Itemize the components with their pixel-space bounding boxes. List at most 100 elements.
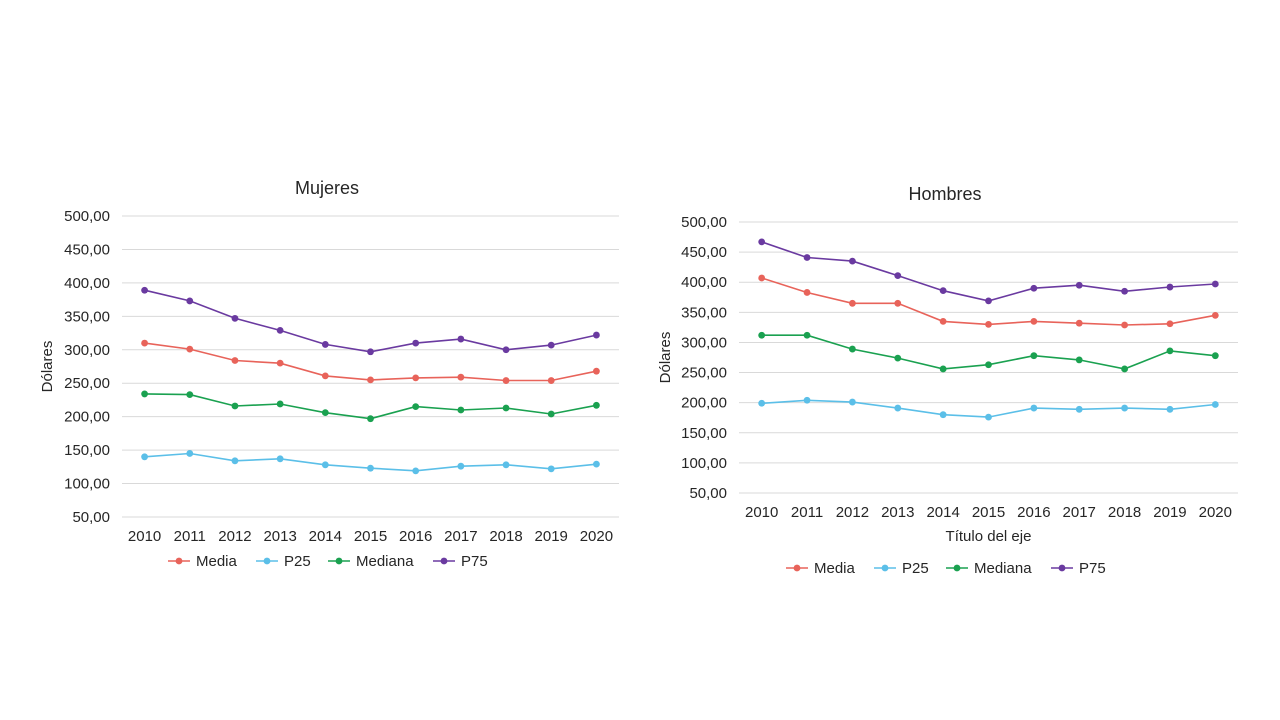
series-line-p75 — [761, 241, 1216, 302]
data-point-p25 — [547, 465, 555, 473]
data-point-p25 — [231, 457, 239, 465]
x-tick-label: 2020 — [1199, 504, 1232, 521]
data-point-mediana — [593, 401, 600, 409]
data-point-p25 — [894, 404, 902, 412]
y-tick-label: 150,00 — [64, 442, 110, 459]
y-tick-label: 350,00 — [681, 304, 727, 321]
data-point-p25 — [457, 462, 465, 470]
data-point-p75 — [1211, 280, 1219, 288]
chart-title: Hombres — [908, 184, 981, 204]
data-point-p75 — [1166, 283, 1174, 291]
x-tick-label: 2015 — [354, 528, 387, 545]
y-tick-label: 450,00 — [681, 244, 727, 261]
y-tick-label: 400,00 — [64, 275, 110, 292]
data-point-p75 — [547, 341, 555, 349]
data-point-media — [939, 317, 947, 325]
legend-marker — [881, 564, 889, 572]
legend-item-mediana: Mediana — [946, 560, 1032, 577]
data-point-p75 — [939, 287, 947, 295]
data-point-p75 — [276, 326, 284, 334]
legend-marker — [263, 557, 271, 565]
x-tick-label: 2017 — [444, 528, 477, 545]
y-tick-label: 500,00 — [64, 208, 110, 225]
x-tick-label: 2011 — [791, 504, 823, 521]
chart-hombres: Hombres 50,00 100,00 150,00 200,00 250,00 300,… — [657, 184, 1238, 577]
x-tick-label: 2014 — [926, 504, 959, 521]
y-tick-label: 250,00 — [64, 375, 110, 392]
data-point-p75 — [985, 297, 992, 305]
data-point-media — [758, 274, 766, 282]
data-point-mediana — [457, 406, 465, 414]
legend-label: Mediana — [356, 553, 414, 570]
y-tick-label: 250,00 — [681, 365, 727, 382]
legend-marker — [335, 557, 343, 565]
data-point-mediana — [1166, 347, 1174, 355]
data-point-p25 — [593, 460, 600, 468]
legend-label: Media — [814, 560, 856, 577]
x-tick-label: 2012 — [836, 504, 869, 521]
data-point-mediana — [894, 354, 902, 362]
data-point-mediana — [985, 361, 992, 369]
data-point-p25 — [186, 450, 194, 457]
legend-label: P25 — [902, 560, 929, 577]
y-tick-label: 500,00 — [681, 214, 727, 231]
x-tick-label: 2017 — [1063, 504, 1096, 521]
data-point-p75 — [1075, 281, 1083, 289]
data-point-p25 — [985, 413, 992, 421]
y-tick-label: 300,00 — [681, 334, 727, 351]
data-point-mediana — [367, 415, 374, 423]
data-point-mediana — [412, 403, 420, 411]
x-tick-label: 2016 — [399, 528, 432, 545]
data-point-media — [502, 377, 510, 384]
data-point-p25 — [1121, 404, 1128, 412]
data-point-mediana — [803, 331, 811, 339]
data-point-media — [547, 377, 555, 384]
legend-label: Mediana — [974, 560, 1032, 577]
y-tick-label: 300,00 — [64, 342, 110, 359]
series-line-mediana — [144, 393, 597, 420]
chart-mujeres: Mujeres 50,00 100,00 150,00 200,00 250,00 300,… — [39, 178, 619, 570]
data-point-mediana — [141, 390, 148, 398]
data-point-mediana — [321, 409, 329, 417]
x-tick-label: 2019 — [535, 528, 568, 545]
data-point-p75 — [1121, 287, 1128, 295]
data-point-p25 — [849, 398, 856, 406]
y-tick-label: 100,00 — [681, 455, 727, 472]
data-point-media — [985, 320, 992, 328]
x-tick-label: 2015 — [972, 504, 1005, 521]
data-point-media — [849, 299, 856, 307]
y-tick-label: 200,00 — [64, 409, 110, 426]
data-point-media — [894, 299, 902, 307]
legend-item-p25: P25 — [874, 560, 929, 577]
legend-item-p75: P75 — [1051, 560, 1106, 577]
data-point-media — [231, 357, 239, 364]
data-point-p75 — [593, 331, 600, 339]
data-point-mediana — [186, 391, 194, 398]
y-axis-title: Dólares — [39, 341, 56, 393]
y-tick-label: 350,00 — [64, 308, 110, 325]
data-point-p75 — [186, 297, 194, 305]
legend-marker — [793, 564, 801, 572]
x-tick-label: 2016 — [1017, 504, 1050, 521]
x-tick-label: 2013 — [881, 504, 914, 521]
data-point-p75 — [894, 272, 902, 279]
y-tick-label: 150,00 — [681, 425, 727, 442]
data-point-media — [593, 367, 600, 375]
x-tick-label: 2013 — [263, 528, 296, 545]
data-point-mediana — [849, 345, 856, 353]
x-tick-label: 2018 — [489, 528, 522, 545]
data-point-media — [803, 289, 811, 296]
y-axis-title: Dólares — [657, 332, 674, 384]
data-point-p75 — [803, 254, 811, 261]
data-point-media — [457, 373, 465, 381]
legend-item-mediana: Mediana — [328, 553, 414, 570]
data-point-mediana — [1211, 352, 1219, 360]
data-point-p25 — [276, 455, 284, 463]
chart-title: Mujeres — [295, 178, 359, 198]
x-tick-label: 2019 — [1153, 504, 1186, 521]
data-point-p25 — [1075, 405, 1083, 413]
data-point-p75 — [321, 341, 329, 348]
legend-item-p25: P25 — [256, 553, 311, 570]
data-point-p75 — [231, 314, 239, 322]
